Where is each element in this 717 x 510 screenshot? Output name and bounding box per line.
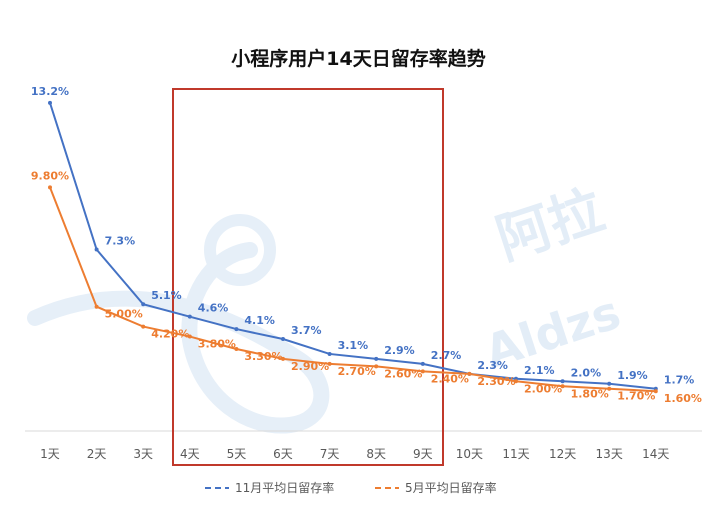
data-point (48, 100, 52, 105)
x-tick-label: 8天 (366, 447, 386, 461)
data-label: 5.1% (151, 289, 182, 302)
data-label: 2.3% (477, 359, 508, 372)
x-tick-label: 11天 (502, 447, 529, 461)
data-point (141, 324, 146, 329)
data-point (560, 379, 565, 384)
watermark-text-cn: 阿拉 (489, 178, 611, 271)
data-label: 3.30% (244, 350, 282, 363)
data-point (48, 185, 52, 190)
data-point (141, 302, 146, 307)
data-label: 2.40% (431, 372, 469, 385)
data-label: 1.80% (571, 387, 609, 400)
data-point (467, 371, 472, 376)
highlight-box (172, 88, 444, 466)
data-point (514, 379, 518, 384)
chart-title: 小程序用户14天日留存率趋势 (231, 48, 486, 70)
data-label: 9.80% (31, 169, 69, 182)
data-label: 4.1% (244, 314, 275, 327)
data-point (374, 356, 379, 361)
data-label: 5.00% (105, 308, 143, 321)
x-tick-label: 10天 (456, 447, 483, 461)
x-tick-layer: 1天 2天 3天 4天 5天 6天 7天 8天 9天 10天 11天 12天 13天 14天 (40, 447, 669, 461)
data-label: 2.00% (524, 382, 562, 395)
data-label: 4.6% (198, 302, 229, 315)
data-point (607, 386, 612, 391)
data-label: 3.80% (198, 338, 236, 351)
data-point (327, 361, 332, 366)
data-point (234, 327, 239, 332)
data-label: 1.70% (617, 390, 655, 403)
x-tick-label: 14天 (642, 447, 669, 461)
data-point (94, 304, 99, 309)
data-label: 2.30% (477, 375, 515, 388)
data-label: 3.7% (291, 324, 322, 337)
x-tick-label: 13天 (596, 447, 623, 461)
x-tick-label: 3天 (133, 447, 153, 461)
series-line-1 (49, 102, 656, 390)
x-tick-label: 4天 (180, 447, 200, 461)
watermark-logo-swoosh (27, 242, 330, 434)
data-label: 2.90% (291, 360, 329, 373)
data-point (653, 389, 658, 394)
data-point (327, 351, 332, 356)
x-tick-label: 12天 (549, 447, 576, 461)
data-point (560, 384, 565, 389)
data-label: 1.7% (664, 374, 695, 387)
data-point (374, 364, 379, 369)
data-point (281, 337, 285, 342)
x-tick-label: 7天 (320, 447, 340, 461)
data-point (94, 247, 99, 252)
data-label: 2.7% (431, 349, 462, 362)
data-point (234, 346, 239, 351)
legend-label: 5月平均日留存率 (405, 480, 497, 495)
x-tick-label: 1天 (40, 447, 60, 461)
data-label: 1.60% (664, 392, 702, 405)
data-point (420, 369, 425, 374)
data-label: 4.20% (151, 328, 189, 341)
data-point (187, 334, 192, 339)
data-point (607, 381, 612, 386)
x-tick-label: 6天 (273, 447, 293, 461)
data-label: 2.0% (571, 366, 602, 379)
x-tick-label: 2天 (87, 447, 107, 461)
legend-label: 11月平均日留存率 (235, 480, 334, 495)
legend: 11月平均日留存率 5月平均日留存率 (205, 480, 497, 495)
data-point (281, 356, 285, 361)
data-label: 2.70% (338, 365, 376, 378)
data-label: 2.9% (384, 344, 415, 357)
series-line-2 (49, 187, 656, 393)
data-label: 2.60% (384, 367, 422, 380)
series-layer (48, 100, 658, 394)
data-label: 2.1% (524, 364, 555, 377)
data-point (420, 361, 425, 366)
data-point (187, 314, 192, 319)
data-label: 1.9% (617, 369, 648, 382)
x-tick-label: 9天 (413, 447, 433, 461)
data-label-layer: 13.2% 7.3% 5.1% 4.6% 4.1% 3.7% 3.1% 2.9% 2.7% 2.3… (31, 85, 702, 405)
watermark-logo-dot (204, 214, 276, 286)
data-label: 13.2% (31, 85, 69, 98)
data-label: 3.1% (338, 339, 369, 352)
x-tick-label: 5天 (227, 447, 247, 461)
data-label: 7.3% (105, 235, 136, 248)
